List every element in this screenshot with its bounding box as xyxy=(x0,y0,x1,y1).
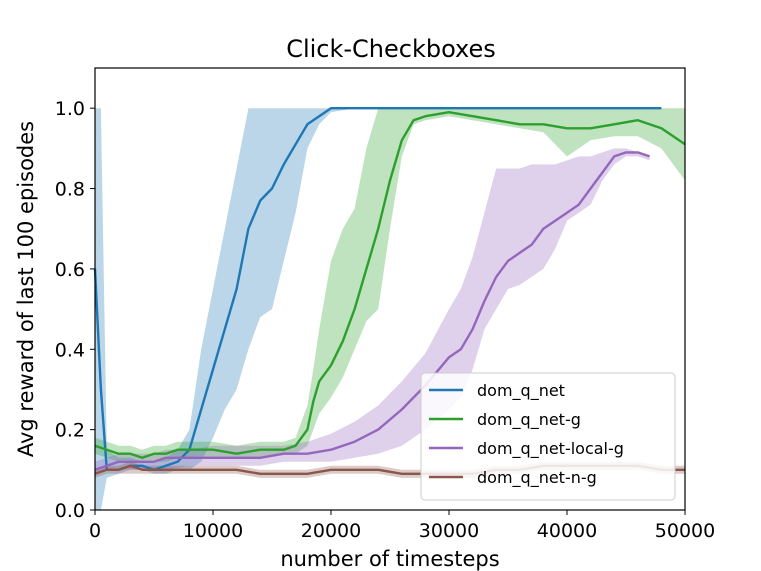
y-tick-label-3: 0.6 xyxy=(55,259,85,281)
y-axis-label: Avg reward of last 100 episodes xyxy=(14,121,38,457)
x-tick-label-2: 20000 xyxy=(301,520,361,542)
legend: dom_q_net dom_q_net-g dom_q_net-local-gdom… xyxy=(420,372,676,501)
x-tick-label-1: 10000 xyxy=(183,520,243,542)
line-series-2 xyxy=(94,151,650,471)
x-tick-label-4: 40000 xyxy=(537,520,597,542)
legend-label-2: dom_q_net-local-g xyxy=(477,439,624,459)
series-lines xyxy=(93,106,686,475)
y-tick-label-5: 1.0 xyxy=(55,98,85,120)
line-series-0 xyxy=(93,106,662,471)
y-tick-label-0: 0.0 xyxy=(55,500,85,522)
plot-frame xyxy=(94,67,686,511)
band-series-2 xyxy=(95,148,650,474)
x-tick-label-3: 30000 xyxy=(419,520,479,542)
chart-title: Click-Checkboxes xyxy=(286,35,496,63)
x-axis-ticks: 0 10000 20000 30000 40000 50000 xyxy=(89,510,715,542)
y-axis-ticks: 0.0 0.2 0.4 0.6 0.8 1.0 xyxy=(55,98,95,522)
y-tick-label-4: 0.8 xyxy=(55,179,85,201)
line-series-1 xyxy=(94,110,686,459)
legend-label-1: dom_q_net-g xyxy=(477,410,581,430)
x-axis-label: number of timesteps xyxy=(280,547,499,571)
band-series-0 xyxy=(95,108,662,510)
y-tick-label-2: 0.4 xyxy=(55,339,85,361)
legend-box xyxy=(420,372,676,501)
legend-label-3: dom_q_net-n-g xyxy=(477,468,597,488)
y-tick-label-1: 0.2 xyxy=(55,420,85,442)
legend-label-0: dom_q_net xyxy=(477,381,565,401)
x-tick-label-5: 50000 xyxy=(655,520,715,542)
x-tick-label-0: 0 xyxy=(89,520,101,542)
